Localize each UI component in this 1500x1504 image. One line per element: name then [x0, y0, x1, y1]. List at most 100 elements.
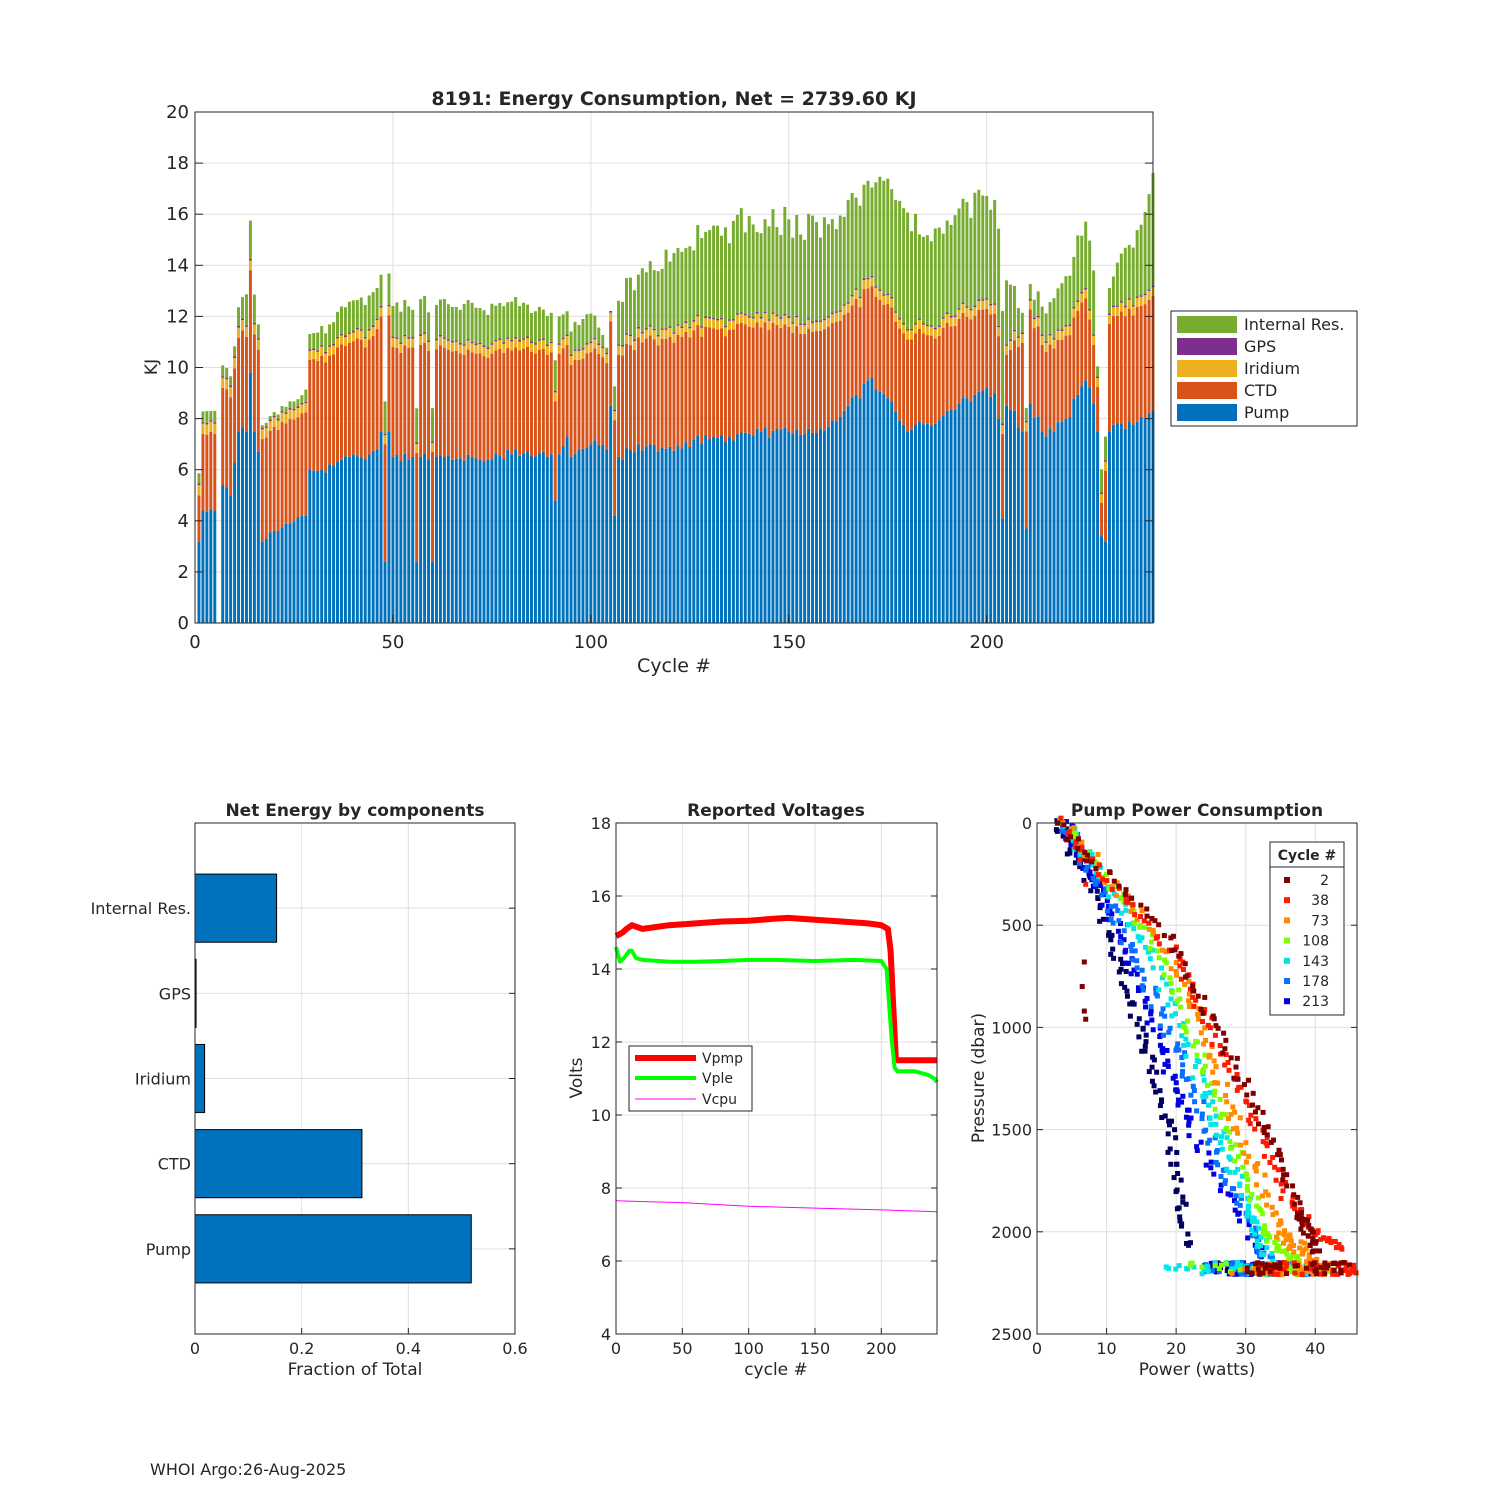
ctd-bar	[621, 355, 625, 460]
pump-bar	[1048, 428, 1052, 623]
power-point-cycle-2	[1161, 933, 1167, 939]
ctd-bar	[351, 341, 355, 455]
internal-res-bar	[1012, 285, 1016, 330]
ctd-bar	[640, 342, 644, 451]
gps-bar	[565, 334, 569, 337]
pump-bar	[708, 439, 712, 623]
power-point-cycle-38	[1275, 1167, 1281, 1173]
power-point-cycle-73	[1246, 1153, 1252, 1159]
pump-bar	[264, 538, 268, 623]
pump-bar	[672, 450, 676, 623]
gps-bar	[221, 376, 225, 378]
internal-res-bar	[280, 406, 284, 412]
power-point-cycle-213	[1211, 1171, 1217, 1177]
gps-bar	[731, 319, 735, 321]
gps-bar	[704, 316, 708, 319]
iridium-bar	[304, 403, 308, 413]
pump-bar	[933, 423, 937, 623]
power-point-cycle-73	[1068, 826, 1074, 832]
power-point-cycle-178	[1179, 1055, 1185, 1061]
power-point-cycle-early-deep	[1094, 888, 1100, 894]
ctd-bar	[945, 322, 949, 411]
gps-bar	[973, 305, 977, 308]
gps-bar	[197, 483, 201, 486]
ctd-bar	[387, 315, 391, 432]
gps-bar	[929, 325, 933, 327]
gps-bar	[712, 317, 716, 320]
power-point-cycle-108	[1227, 1138, 1233, 1144]
power-point-cycle-2	[1261, 1125, 1267, 1131]
gps-bar	[826, 316, 830, 318]
iridium-bar	[561, 339, 565, 349]
gps-bar	[312, 348, 316, 351]
ctd-bar	[727, 329, 731, 437]
legend-swatch-gps	[1177, 338, 1237, 355]
power-point-cycle-2	[1202, 994, 1208, 1000]
ctd-bar	[292, 419, 296, 522]
pump-bar	[1012, 410, 1016, 623]
pump-bar	[343, 456, 347, 623]
iridium-bar	[882, 295, 886, 305]
ctd-bar	[917, 328, 921, 422]
power-point-cycle-213	[1106, 903, 1112, 909]
power-point-cycle-38	[1299, 1271, 1305, 1277]
power-point-cycle-108	[1149, 939, 1155, 945]
power-point-cycle-early-deep	[1166, 1118, 1172, 1124]
ctd-bar	[470, 352, 474, 457]
power-point-cycle-73	[1182, 981, 1188, 987]
power-point-cycle-2	[1210, 1013, 1216, 1019]
power-point-cycle-early-deep	[1074, 848, 1080, 854]
voltage-ytick-label: 18	[591, 814, 611, 833]
pump-bar	[747, 433, 751, 623]
iridium-bar	[783, 315, 787, 325]
power-point-cycle-38	[1234, 1087, 1240, 1093]
iridium-bar	[906, 330, 910, 340]
power-point-cycle-213	[1142, 998, 1148, 1004]
power-point-cycle-73	[1259, 1193, 1265, 1199]
power-point-cycle-early-deep	[1067, 847, 1073, 853]
internal-res-bar	[735, 214, 739, 314]
gps-bar	[985, 298, 989, 300]
internal-res-bar	[1123, 247, 1127, 306]
power-point-cycle-73	[1225, 1116, 1231, 1122]
iridium-bar	[1092, 335, 1096, 345]
gps-bar	[1056, 329, 1060, 331]
ctd-bar	[1001, 433, 1005, 519]
iridium-bar	[320, 346, 324, 356]
ctd-bar	[1052, 348, 1056, 432]
power-point-cycle-early-deep	[1134, 1021, 1140, 1027]
power-point-cycle-38	[1058, 815, 1064, 821]
gps-bar	[336, 336, 339, 339]
gps-bar	[201, 422, 205, 424]
power-point-cycle-143	[1149, 947, 1155, 953]
iridium-bar	[609, 312, 613, 322]
ctd-bar	[201, 433, 205, 511]
power-point-cycle-143	[1226, 1154, 1232, 1160]
ctd-bar	[545, 355, 549, 457]
gps-bar	[581, 348, 585, 350]
fraction-xtick-label: 0	[190, 1339, 200, 1358]
pump-bar	[625, 448, 628, 623]
internal-res-bar	[898, 200, 902, 319]
internal-res-bar	[731, 220, 735, 320]
power-point-cycle-73	[1159, 947, 1165, 953]
iridium-bar	[743, 315, 747, 325]
power-point-cycle-2	[1122, 891, 1128, 897]
ctd-bar	[379, 316, 383, 432]
pump-bar	[486, 459, 490, 623]
iridium-bar	[1123, 307, 1127, 317]
power-point-cycle-2	[1313, 1248, 1319, 1254]
power-point-cycle-178	[1239, 1271, 1245, 1277]
ctd-bar	[213, 433, 217, 511]
power-point-cycle-early-deep	[1180, 1194, 1186, 1200]
power-point-cycle-2	[1310, 1236, 1316, 1242]
power-point-cycle-143	[1191, 1264, 1197, 1270]
ctd-bar	[1064, 335, 1068, 419]
gps-bar	[363, 336, 367, 339]
power-point-cycle-108	[1245, 1177, 1251, 1183]
power-point-cycle-108	[1190, 1043, 1196, 1049]
pump-bar	[502, 458, 506, 623]
iridium-bar	[640, 333, 644, 343]
power-point-cycle-2	[1299, 1218, 1305, 1224]
